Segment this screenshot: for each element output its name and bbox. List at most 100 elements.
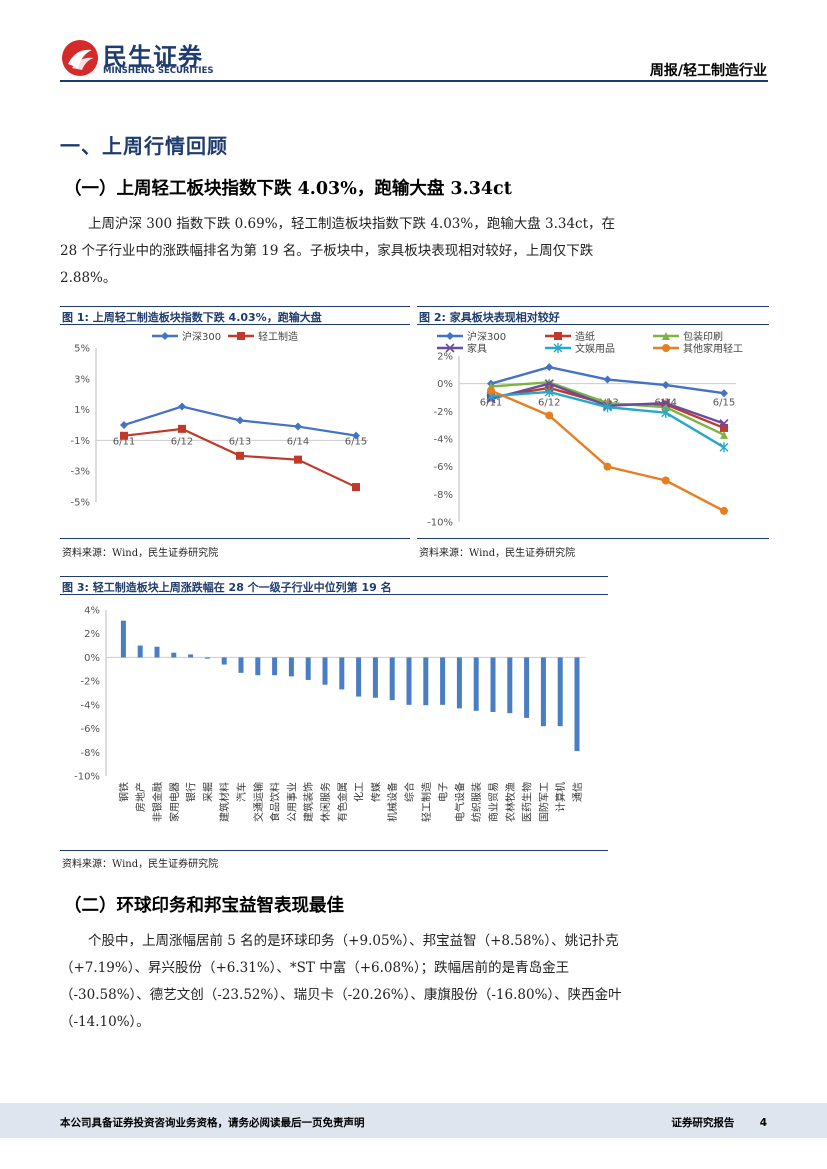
y-tick-label: -6%	[434, 462, 453, 473]
data-point	[719, 442, 729, 453]
fig3-source: 资料来源：Wind，民生证券研究院	[62, 859, 219, 870]
y-tick-label: 4%	[84, 606, 100, 617]
bar-农林牧渔	[507, 657, 513, 714]
x-tick-label: 非银金融	[151, 782, 164, 822]
y-tick-label: -2%	[434, 407, 453, 418]
bar-电气设备	[456, 657, 462, 709]
x-tick-label: 医药生物	[521, 782, 534, 822]
data-point	[294, 422, 302, 431]
bar-化工	[356, 657, 362, 697]
bar-采掘	[204, 657, 210, 659]
x-tick-label: 钢铁	[117, 782, 130, 802]
x-tick-label: 轻工制造	[420, 782, 433, 822]
subsection-title-2: （二）环球印务和邦宝益智表现最佳	[64, 896, 344, 916]
fig1-title-rule	[60, 324, 410, 325]
fig2-bottom-rule	[417, 538, 769, 539]
data-point	[120, 431, 128, 440]
y-tick-label: 0%	[437, 379, 453, 390]
data-point	[661, 403, 670, 412]
y-tick-label: 0%	[84, 653, 100, 664]
data-point	[544, 379, 554, 389]
bar-汽车	[238, 657, 244, 673]
report-type: 周报/轻工制造行业	[649, 63, 767, 79]
x-tick-label: 交通运输	[252, 782, 265, 822]
data-point	[719, 418, 729, 429]
bar-家用电器	[171, 652, 177, 658]
footer-disclaimer: 本公司具备证券投资咨询业务资格，请务必阅读最后一页免责声明	[60, 1117, 365, 1129]
x-tick-label: 公用事业	[285, 782, 298, 822]
legend-label: 其他家用轻工	[683, 342, 743, 355]
fig3-bottom-rule	[60, 850, 608, 851]
bar-食品饮料	[272, 657, 278, 676]
bar-传媒	[372, 657, 378, 698]
data-point	[294, 455, 302, 464]
data-point	[178, 402, 186, 411]
y-tick-label: -4%	[81, 700, 100, 711]
footer-bar	[0, 1103, 827, 1138]
chart-fig2: 2%0%-2%-4%-6%-8%-10%6/116/126/136/146/15…	[427, 330, 743, 529]
fig1-top-rule	[60, 306, 410, 307]
fig3-top-rule	[60, 576, 608, 577]
footer-right: 证券研究报告 4	[671, 1115, 767, 1130]
x-tick-label: 6/13	[229, 436, 251, 447]
fig1-title: 图 1: 上周轻工制造板块指数下跌 4.03%，跑输大盘	[62, 311, 322, 324]
data-point	[603, 375, 612, 384]
y-tick-label: -4%	[434, 435, 453, 446]
x-tick-label: 化工	[353, 782, 366, 802]
data-point	[545, 363, 554, 372]
data-point	[720, 430, 728, 439]
y-tick-label: 5%	[74, 344, 90, 355]
x-tick-label: 房地产	[134, 782, 147, 812]
y-tick-label: -6%	[81, 724, 100, 735]
bar-建筑装饰	[305, 657, 311, 680]
y-tick-label: 1%	[74, 405, 90, 416]
data-point	[603, 462, 612, 471]
x-tick-label: 计算机	[554, 782, 567, 812]
y-tick-label: 2%	[437, 352, 453, 363]
data-point	[545, 411, 554, 420]
x-tick-label: 采掘	[201, 782, 214, 802]
paragraph-2: 个股中，上周涨幅居前 5 名的是环球印务（+9.05%）、邦宝益智（+8.58%…	[60, 933, 622, 1030]
brand-name-cn: 民生证券	[103, 43, 203, 71]
bar-轻工制造	[423, 657, 429, 706]
bar-建筑材料	[221, 657, 227, 665]
chart-fig3: 4%2%0%-2%-4%-6%-8%-10%钢铁 房地产 非银金融 家用电器 银行 采掘建…	[74, 606, 586, 822]
bar-计算机	[557, 657, 563, 727]
legend-label: 家具	[467, 342, 487, 355]
page-number: 4	[759, 1117, 767, 1129]
fig2-top-rule	[417, 306, 769, 307]
header-divider	[60, 80, 768, 82]
data-point	[544, 386, 554, 397]
paragraph-1: 上周沪深 300 指数下跌 0.69%，轻工制造板块指数下跌 4.03%，跑输大…	[60, 216, 616, 286]
x-tick-label: 汽车	[235, 782, 248, 802]
x-tick-label: 银行	[185, 782, 198, 802]
bar-房地产	[137, 645, 143, 658]
legend-marker	[554, 332, 562, 340]
fig1-bottom-rule	[60, 538, 410, 539]
chart-fig1: 5% 3% 1% -1% -3% -5% 6/11 6/12 6/13 6/14 6/15 沪深300…	[71, 330, 368, 509]
x-tick-label: 6/11	[480, 398, 502, 409]
x-tick-label: 有色金属	[336, 782, 349, 822]
subsection-title-1: （一）上周轻工板块指数下跌 4.03%，跑输大盘 3.34ct	[64, 179, 512, 199]
y-tick-label: -10%	[74, 772, 100, 783]
data-point	[236, 416, 244, 425]
fig3-title: 图 3: 轻工制造板块上周涨跌幅在 28 个一级子行业中位列第 19 名	[62, 581, 392, 594]
data-point	[178, 424, 186, 433]
x-tick-label: 商业贸易	[487, 782, 500, 822]
x-tick-label: 家用电器	[168, 782, 181, 822]
legend-marker	[662, 344, 670, 352]
legend-marker	[237, 332, 245, 340]
bar-交通运输	[255, 657, 261, 676]
legend-label: 沪深300	[182, 330, 221, 343]
data-point	[720, 389, 728, 398]
legend-marker	[445, 343, 455, 353]
section-title: 一、上周行情回顾	[60, 134, 228, 158]
bar-商业贸易	[490, 657, 496, 712]
data-point	[487, 386, 495, 395]
data-point	[661, 381, 670, 390]
y-tick-label: -8%	[434, 490, 453, 501]
x-tick-label: 建筑材料	[218, 782, 231, 822]
x-tick-label: 6/11	[113, 436, 135, 447]
bar-电子	[440, 657, 446, 705]
x-tick-label: 6/15	[345, 436, 367, 447]
